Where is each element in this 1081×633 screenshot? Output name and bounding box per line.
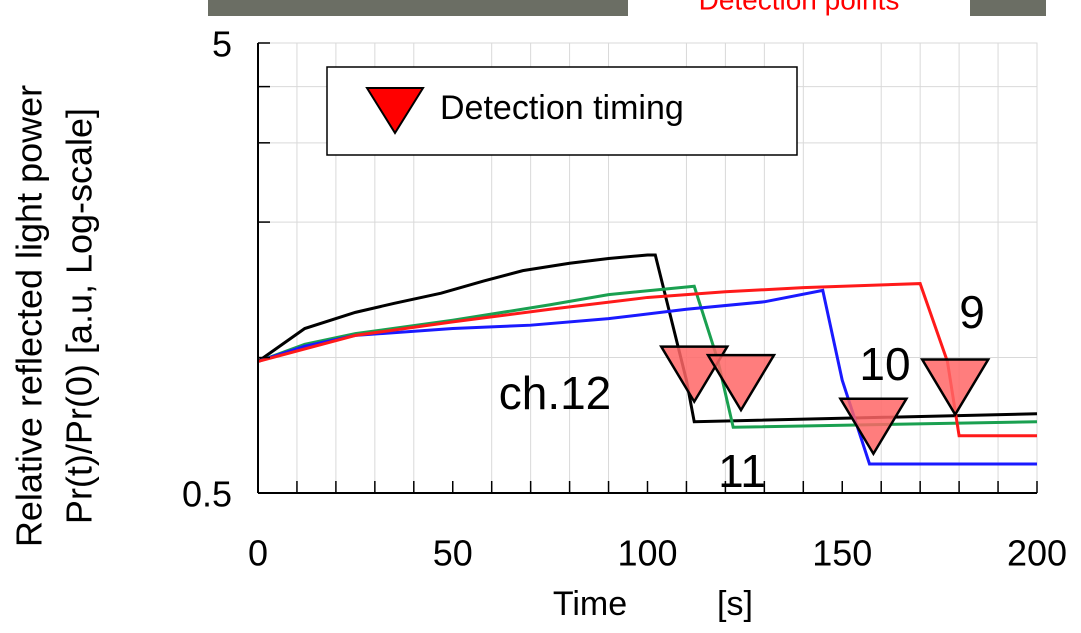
detection-marker bbox=[705, 353, 777, 413]
legend-marker bbox=[365, 87, 425, 135]
y-axis-label: Relative reflected light power bbox=[9, 85, 50, 547]
x-tick-label: 150 bbox=[812, 533, 872, 574]
series-label: 11 bbox=[718, 445, 766, 497]
legend-label: Detection timing bbox=[440, 89, 684, 127]
header-text: Detection points bbox=[699, 0, 900, 15]
x-tick-label: 200 bbox=[1007, 533, 1067, 574]
series-label: 9 bbox=[959, 286, 985, 338]
header-box bbox=[628, 0, 970, 16]
x-tick-label: 100 bbox=[617, 533, 677, 574]
y-tick-label: 0.5 bbox=[182, 474, 232, 515]
x-axis-unit: [s] bbox=[717, 585, 753, 623]
x-tick-label: 0 bbox=[248, 533, 268, 574]
series-label: ch.12 bbox=[499, 367, 612, 419]
detection-marker bbox=[838, 397, 909, 457]
y-tick-label: 5 bbox=[212, 24, 232, 65]
detection-marker bbox=[919, 358, 991, 417]
x-axis-label: Time bbox=[553, 585, 627, 623]
y-axis-label: Pr(t)/Pr(0) [a.u, Log-scale] bbox=[59, 108, 100, 524]
x-tick-label: 50 bbox=[433, 533, 473, 574]
series-label: 10 bbox=[859, 338, 910, 390]
series-line bbox=[257, 284, 1038, 429]
